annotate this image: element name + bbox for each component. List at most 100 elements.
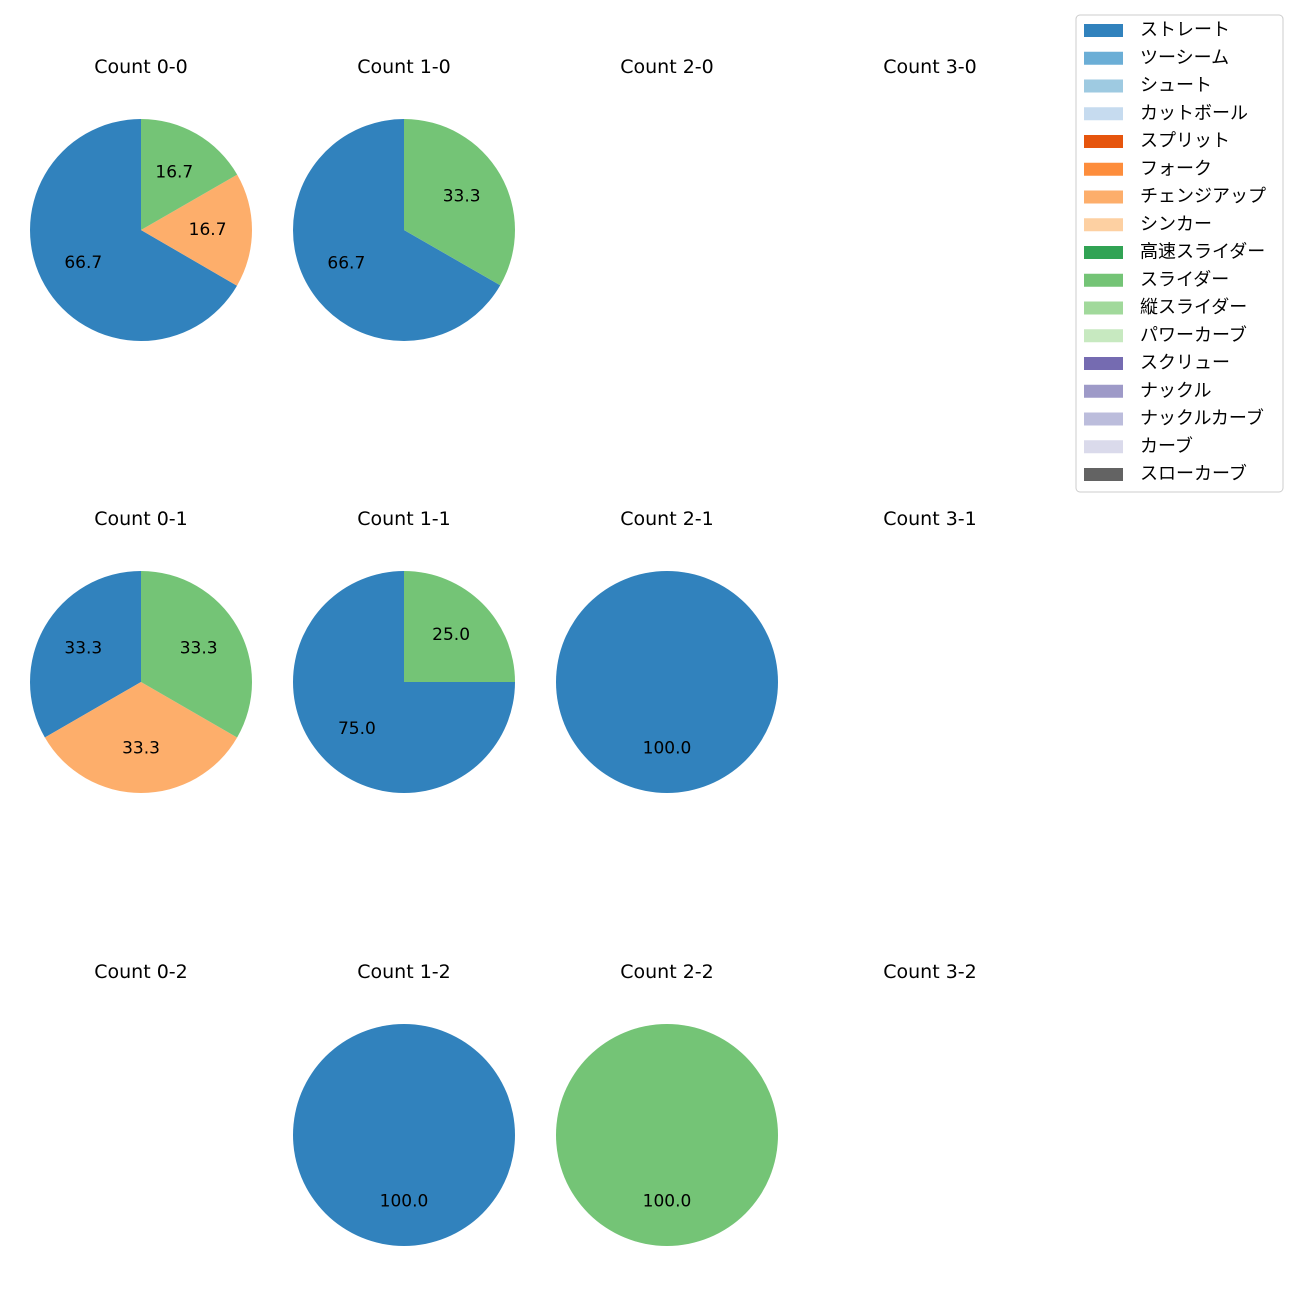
- slice-label: 66.7: [64, 253, 102, 273]
- panel-title: Count 2-0: [620, 56, 714, 78]
- panel-title: Count 1-1: [357, 508, 451, 530]
- legend-item: パワーカーブ: [1084, 324, 1247, 346]
- legend-item: ナックル: [1084, 380, 1211, 401]
- legend-swatch: [1084, 273, 1123, 287]
- panel-count-0-2: Count 0-2: [94, 961, 188, 983]
- slice-label: 33.3: [443, 187, 481, 207]
- legend-label: ナックル: [1140, 380, 1211, 401]
- slice-label: 100.0: [380, 1192, 429, 1212]
- legend-label: ストレート: [1140, 20, 1230, 41]
- legend-swatch: [1084, 468, 1123, 481]
- legend-swatch: [1084, 107, 1123, 121]
- legend-item: スクリュー: [1084, 353, 1230, 374]
- panel-count-1-2: Count 1-2 100.0: [293, 961, 515, 1246]
- legend-item: シュート: [1084, 75, 1212, 96]
- legend-item: 縦スライダー: [1084, 297, 1247, 318]
- slice-label: 33.3: [180, 639, 218, 659]
- legend-swatch: [1084, 246, 1123, 259]
- pie-slice: [141, 174, 253, 286]
- legend-frame: [1075, 14, 1284, 493]
- legend-swatch: [1084, 162, 1123, 176]
- panel-title: Count 2-1: [620, 508, 714, 530]
- panel-count-0-0: Count 0-0 66.7 16.7 16.7: [30, 56, 253, 341]
- legend-item: ストレート: [1084, 20, 1230, 41]
- legend-label: スローカーブ: [1140, 463, 1247, 485]
- pie-slice: [30, 119, 238, 341]
- legend-swatch: [1084, 412, 1123, 426]
- slice-label: 33.3: [64, 639, 102, 659]
- pie-slice: [556, 1024, 778, 1246]
- panel-count-0-1: Count 0-1 33.3 33.3 33.3: [29, 508, 253, 793]
- legend-label: シンカー: [1140, 214, 1212, 235]
- legend-item: ツーシーム: [1084, 47, 1229, 68]
- legend-swatch: [1084, 329, 1123, 343]
- slice-label: 66.7: [327, 253, 365, 273]
- legend-label: スライダー: [1140, 269, 1229, 290]
- legend-swatch: [1084, 301, 1123, 315]
- legend-label: 高速スライダー: [1140, 242, 1265, 263]
- legend-item: 高速スライダー: [1084, 242, 1265, 263]
- legend-swatch: [1084, 440, 1123, 454]
- panel-count-2-1: Count 2-1 100.0: [556, 508, 778, 793]
- legend-label: チェンジアップ: [1140, 186, 1266, 207]
- legend-swatch: [1084, 24, 1123, 37]
- legend-item: カーブ: [1084, 435, 1193, 457]
- pie-slice: [141, 119, 238, 230]
- panel-title: Count 1-0: [357, 56, 451, 78]
- panel-count-2-2: Count 2-2 100.0: [556, 961, 778, 1246]
- legend-label: カーブ: [1140, 435, 1193, 457]
- legend-label: ナックルカーブ: [1140, 407, 1264, 429]
- panel-title: Count 3-0: [883, 56, 977, 78]
- legend-label: パワーカーブ: [1140, 324, 1247, 346]
- slice-label: 16.7: [189, 220, 227, 240]
- pie-slice: [29, 571, 141, 738]
- panel-count-2-0: Count 2-0: [620, 56, 714, 78]
- legend-label: シュート: [1140, 75, 1212, 96]
- legend-item: ナックルカーブ: [1084, 407, 1264, 429]
- panel-title: Count 1-2: [357, 961, 451, 983]
- panel-title: Count 3-2: [883, 961, 977, 983]
- panel-title: Count 0-2: [94, 961, 188, 983]
- legend-label: フォーク: [1140, 158, 1212, 179]
- panel-title: Count 2-2: [620, 961, 714, 983]
- legend-item: チェンジアップ: [1084, 186, 1266, 207]
- legend-label: スプリット: [1140, 131, 1230, 152]
- legend: ストレートツーシームシュートカットボールスプリットフォークチェンジアップシンカー…: [1075, 14, 1284, 493]
- legend-swatch: [1084, 357, 1123, 370]
- legend-swatch: [1084, 218, 1123, 232]
- panel-count-1-0: Count 1-0 66.7 33.3: [292, 56, 515, 341]
- legend-label: スクリュー: [1140, 353, 1230, 374]
- panel-title: Count 3-1: [883, 508, 977, 530]
- legend-swatch: [1084, 135, 1123, 148]
- panel-count-3-1: Count 3-1: [883, 508, 977, 530]
- legend-items: ストレートツーシームシュートカットボールスプリットフォークチェンジアップシンカー…: [1084, 20, 1266, 485]
- legend-item: フォーク: [1084, 158, 1212, 179]
- legend-item: スプリット: [1084, 131, 1230, 152]
- legend-swatch: [1084, 384, 1123, 398]
- slice-label: 75.0: [338, 719, 376, 739]
- slice-label: 16.7: [155, 162, 193, 182]
- legend-swatch: [1084, 79, 1123, 93]
- slice-label: 33.3: [122, 739, 160, 759]
- slice-label: 25.0: [432, 625, 470, 645]
- pie-slice: [404, 119, 515, 286]
- legend-item: スライダー: [1084, 269, 1229, 290]
- legend-item: シンカー: [1084, 214, 1212, 235]
- legend-label: ツーシーム: [1140, 47, 1229, 68]
- slice-label: 100.0: [643, 739, 692, 759]
- panel-count-1-1: Count 1-1 75.0 25.0: [293, 508, 515, 793]
- pie-slice: [293, 1024, 515, 1246]
- pie-slice: [404, 571, 515, 682]
- pie-slice: [556, 571, 778, 793]
- legend-item: カットボール: [1084, 103, 1248, 124]
- panel-count-3-0: Count 3-0: [883, 56, 977, 78]
- pie-slice: [292, 119, 501, 341]
- legend-label: 縦スライダー: [1140, 297, 1247, 318]
- panel-title: Count 0-0: [94, 56, 188, 78]
- panel-title: Count 0-1: [94, 508, 188, 530]
- legend-swatch: [1084, 190, 1123, 204]
- pie-slice: [141, 571, 253, 738]
- slice-label: 100.0: [643, 1192, 692, 1212]
